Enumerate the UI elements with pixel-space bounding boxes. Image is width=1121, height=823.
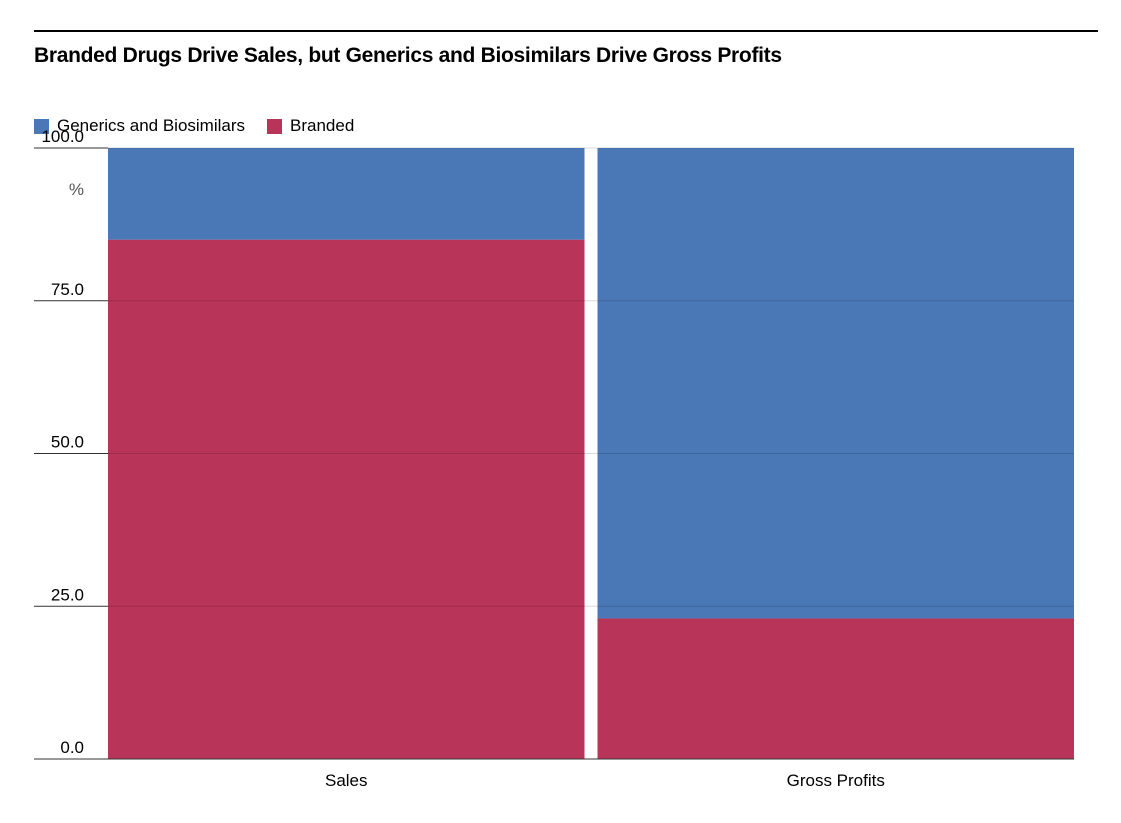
legend-item-generics: Generics and Biosimilars [34,116,245,136]
y-tick-label: 25.0 [51,585,84,604]
bar-sales-branded [108,239,585,759]
y-unit-label: % [69,180,84,199]
bar-gross-profits-generics-and-biosimilars [597,148,1074,619]
legend-label-branded: Branded [290,116,355,135]
legend-swatch-generics [34,118,49,134]
y-tick-label: 100.0 [41,127,84,146]
bar-gross-profits-branded [597,618,1074,759]
chart-title: Branded Drugs Drive Sales, but Generics … [34,44,782,67]
legend-label-generics: Generics and Biosimilars [57,116,246,135]
y-tick-label: 0.0 [60,738,84,757]
y-tick-label: 75.0 [51,280,84,299]
y-tick-label: 50.0 [51,433,84,452]
top-rule [34,30,1098,32]
x-tick-label: Gross Profits [787,771,885,790]
legend: Generics and Biosimilars Branded [34,116,376,136]
legend-swatch-branded [267,118,283,134]
bar-sales-generics-and-biosimilars [108,148,585,240]
x-tick-label: Sales [325,771,368,790]
legend-item-branded: Branded [267,116,354,136]
